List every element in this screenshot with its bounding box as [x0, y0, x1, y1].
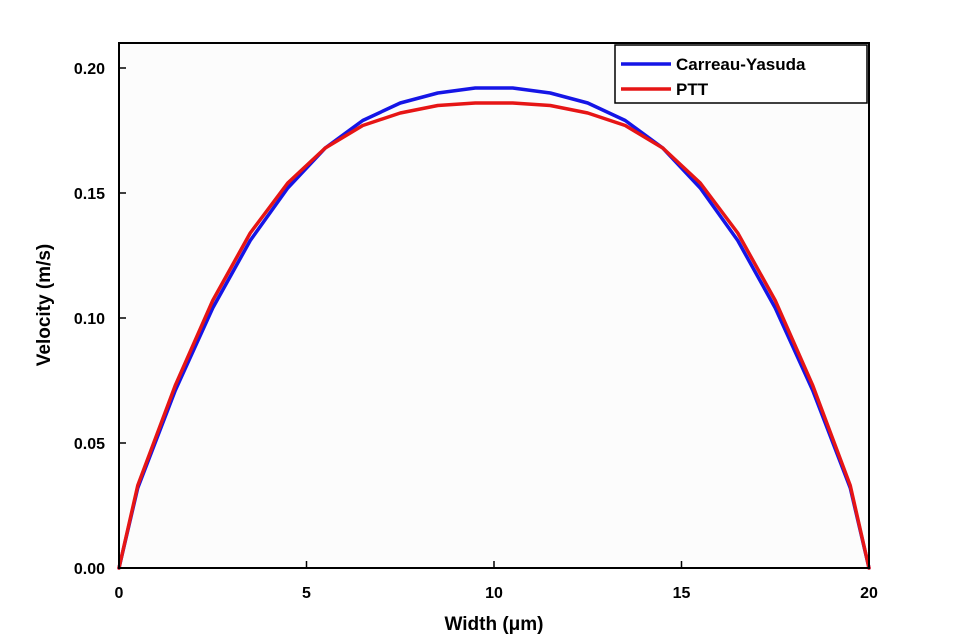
y-axis: 0.00 0.05 0.10 0.15 0.20: [74, 61, 126, 578]
x-tick-label: 20: [860, 585, 878, 602]
series-line-carreau-yasuda: [117, 86, 871, 570]
y-tick-label: 0.10: [74, 311, 105, 328]
series-layer: [117, 86, 871, 570]
series-line-ptt: [117, 101, 871, 570]
x-tick-label: 10: [485, 585, 503, 602]
y-tick-label: 0.20: [74, 61, 105, 78]
y-tick-label: 0.05: [74, 436, 105, 453]
x-tick-label: 15: [673, 585, 691, 602]
legend: Carreau-Yasuda PTT: [614, 44, 868, 104]
legend-label-ptt: PTT: [676, 80, 709, 99]
y-tick-label: 0.15: [74, 186, 105, 203]
x-axis-title: Width (μm): [444, 614, 543, 635]
x-tick-label: 0: [115, 585, 124, 602]
legend-box: [614, 44, 868, 104]
plot-area: [119, 43, 869, 568]
plot-frame: [118, 42, 870, 569]
x-tick-label: 5: [302, 585, 311, 602]
y-tick-label: 0.00: [74, 561, 105, 578]
legend-label-carreau-yasuda: Carreau-Yasuda: [676, 55, 806, 74]
y-axis-title: Velocity (m/s): [34, 244, 55, 367]
